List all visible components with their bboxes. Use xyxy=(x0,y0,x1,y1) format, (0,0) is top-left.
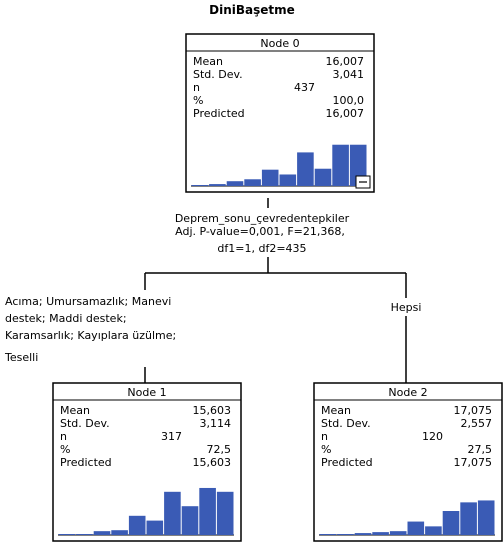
stat-value: 15,603 xyxy=(193,456,232,469)
histogram-bar xyxy=(209,184,226,186)
stat-value: 2,557 xyxy=(461,417,493,430)
stat-value: 16,007 xyxy=(326,55,365,68)
stat-value: 3,041 xyxy=(333,68,365,81)
stat-value: 437 xyxy=(294,81,315,94)
histogram-bar xyxy=(216,491,234,535)
split-stats-line1: Adj. P-value=0,001, F=21,368, xyxy=(175,225,345,238)
stat-label: Std. Dev. xyxy=(60,417,110,430)
left-branch-label-line2: destek; Maddi destek; xyxy=(5,312,127,325)
histogram-bar xyxy=(226,181,244,186)
histogram-bar xyxy=(314,168,332,186)
histogram-bar xyxy=(389,531,407,535)
histogram-bar xyxy=(199,487,216,535)
histogram-bar xyxy=(319,534,337,535)
left-branch-label-line4: Teselli xyxy=(4,351,38,364)
stat-value: 27,5 xyxy=(468,443,493,456)
stat-label: Mean xyxy=(60,404,90,417)
node-0[interactable]: Node 0 Mean 16,007 Std. Dev. 3,041 n 437% 100,0… xyxy=(185,33,375,193)
histogram-bar xyxy=(477,500,495,535)
stat-label: Std. Dev. xyxy=(321,417,371,430)
stat-label: n xyxy=(60,430,67,443)
stat-label: Mean xyxy=(321,404,351,417)
left-branch-label-line1: Acıma; Umursamazlık; Manevi xyxy=(5,295,171,308)
stat-value: 17,075 xyxy=(454,404,493,417)
stat-label: % xyxy=(193,94,203,107)
stat-label: Predicted xyxy=(60,456,112,469)
histogram-bar xyxy=(407,521,425,535)
stat-value: 17,075 xyxy=(454,456,493,469)
histogram-bar xyxy=(332,144,349,186)
histogram-bar xyxy=(372,532,389,535)
histogram-bar xyxy=(181,506,199,535)
histogram-bar xyxy=(76,534,93,535)
stat-value: 100,0 xyxy=(333,94,365,107)
histogram-bar xyxy=(111,530,128,535)
stat-label: n xyxy=(193,81,200,94)
stat-label: Std. Dev. xyxy=(193,68,243,81)
histogram-bar xyxy=(191,185,209,186)
node-title: Node 0 xyxy=(260,37,299,50)
histogram-bar xyxy=(93,531,111,535)
node-1[interactable]: Node 1 Mean 15,603 Std. Dev. 3,114 n 317% 72,5 P… xyxy=(52,382,242,542)
histogram-bar xyxy=(146,520,164,535)
histogram-bar xyxy=(128,515,146,535)
stat-value: 72,5 xyxy=(207,443,232,456)
stat-value: 120 xyxy=(422,430,443,443)
stat-label: Mean xyxy=(193,55,223,68)
histogram-bar xyxy=(337,534,354,535)
stat-value: 3,114 xyxy=(200,417,232,430)
histogram-bar xyxy=(244,179,261,186)
stat-label: Predicted xyxy=(321,456,373,469)
node-title: Node 1 xyxy=(127,386,166,399)
histogram-bar xyxy=(354,533,372,535)
stat-label: Predicted xyxy=(193,107,245,120)
minus-icon[interactable] xyxy=(355,175,371,189)
tree-nodes: Node 0 Mean 16,007 Std. Dev. 3,041 n 437% 100,0… xyxy=(52,33,503,542)
histogram-bar xyxy=(279,174,297,186)
stat-value: 16,007 xyxy=(326,107,365,120)
split-variable: Deprem_sonu_çevredentepkiler xyxy=(175,212,350,225)
stat-label: % xyxy=(60,443,70,456)
stat-value: 15,603 xyxy=(193,404,232,417)
histogram-bar xyxy=(261,169,279,186)
histogram-bar xyxy=(164,491,181,535)
split-stats-line2: df1=1, df2=435 xyxy=(217,242,306,255)
stat-label: % xyxy=(321,443,331,456)
left-branch-label-line3: Karamsarlık; Kayıplara üzülme; xyxy=(5,329,176,342)
right-branch-label: Hepsi xyxy=(391,301,422,314)
node-title: Node 2 xyxy=(388,386,427,399)
histogram-bar xyxy=(297,152,314,186)
histogram-bar xyxy=(460,502,477,535)
histogram-bar xyxy=(442,511,460,535)
histogram-bar xyxy=(425,526,442,535)
tree-title: DiniBaşetme xyxy=(209,3,295,17)
stat-value: 317 xyxy=(161,430,182,443)
node-2[interactable]: Node 2 Mean 17,075 Std. Dev. 2,557 n 120% 27,5 P… xyxy=(313,382,503,542)
stat-label: n xyxy=(321,430,328,443)
histogram-bar xyxy=(58,534,76,535)
